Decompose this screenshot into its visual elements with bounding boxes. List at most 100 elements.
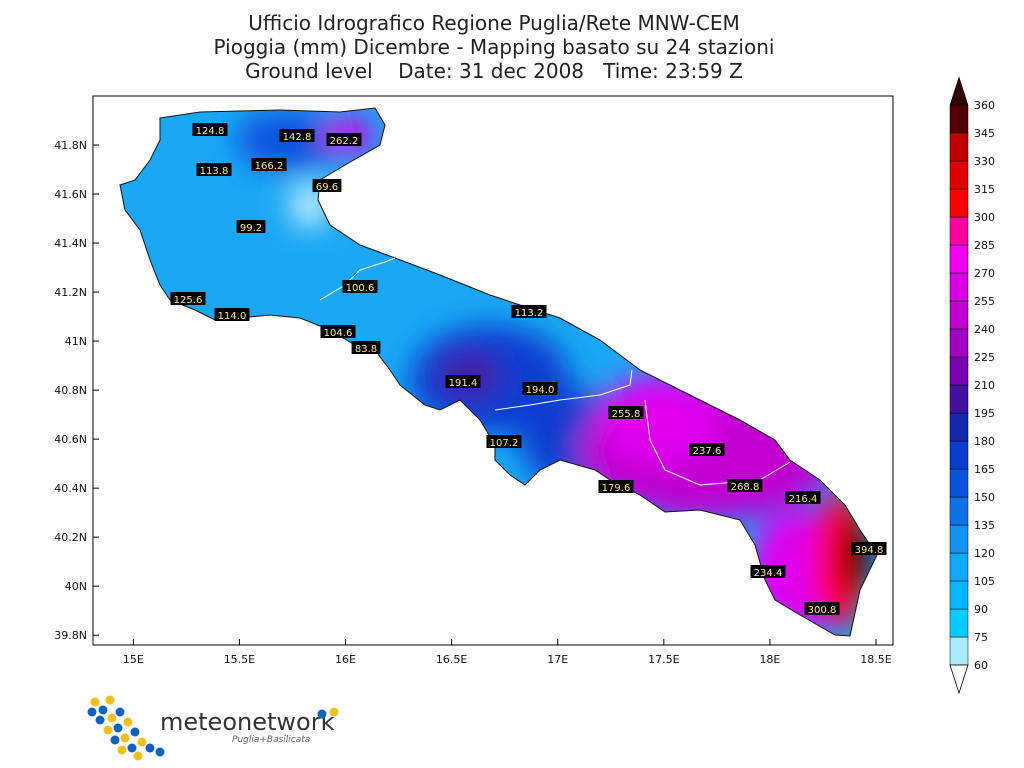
logo-dot: [113, 723, 123, 733]
station-label-bg: [251, 158, 287, 171]
station-label: 69.6: [316, 182, 338, 193]
station-label-bg: [689, 443, 725, 456]
station-label-bg: [750, 565, 786, 578]
logo-dot: [87, 707, 97, 717]
station-label-bg: [196, 163, 232, 176]
y-tick-label: 40.4N: [54, 482, 87, 495]
y-tick-label: 41.8N: [54, 139, 87, 152]
y-tick-label: 39.8N: [54, 629, 87, 642]
logo-dot: [105, 695, 115, 705]
logo-name: meteonetwork: [160, 708, 335, 736]
colorbar-box: [949, 412, 969, 442]
colorbar-label: 180: [974, 435, 995, 448]
station-label: 268.8: [731, 482, 760, 493]
y-tick-label: 40N: [65, 580, 87, 593]
station-label: 113.2: [515, 308, 544, 319]
station-label: 237.6: [693, 446, 722, 457]
logo-region: Puglia+Basilicata: [232, 735, 310, 745]
colorbar-box: [949, 356, 969, 386]
x-tick-label: 17E: [547, 653, 568, 666]
logo-dot: [145, 743, 155, 753]
station-label-bg: [170, 292, 206, 305]
station-label-bg: [326, 133, 362, 146]
station-label-bg: [279, 129, 315, 142]
colorbar-box: [949, 580, 969, 610]
logo-dot: [133, 751, 143, 761]
colorbar-box: [949, 496, 969, 526]
colorbar-label: 165: [974, 463, 995, 476]
station-label: 100.6: [346, 283, 375, 294]
station-label-bg: [804, 602, 840, 615]
stations: 124.8 142.8 262.2 166.2 113.8 69.6 99.2 100.6 12…: [170, 123, 887, 616]
colorbar-label: 240: [974, 323, 995, 336]
station-label-bg: [608, 406, 644, 419]
station-label: 394.8: [855, 545, 884, 556]
station-label: 124.8: [196, 126, 225, 137]
colorbar-label: 75: [974, 631, 988, 644]
logo-dot: [123, 717, 133, 727]
station-label: 114.0: [218, 311, 247, 322]
logo-dot: [127, 743, 137, 753]
colorbar-box: [949, 440, 969, 470]
x-tick-label: 15.5E: [224, 653, 255, 666]
colorbar: 60 75 90 105 120 135 150 165 180 195 210 225 240 255 2…: [949, 76, 995, 695]
province-border: [494, 369, 633, 411]
colorbar-label: 300: [974, 211, 995, 224]
colorbar-box: [949, 636, 969, 666]
colorbar-label: 360: [974, 99, 995, 112]
station-label: 107.2: [490, 438, 519, 449]
station-label: 194.0: [526, 385, 555, 396]
station-label: 191.4: [449, 378, 478, 389]
station-label: 166.2: [255, 161, 284, 172]
colorbar-label: 90: [974, 603, 988, 616]
station-label: 300.8: [808, 605, 837, 616]
logo-dot: [117, 745, 127, 755]
station-label: 113.8: [200, 166, 229, 177]
colorbar-box: [949, 384, 969, 414]
station-label-bg: [522, 382, 558, 395]
station-label-bg: [445, 375, 481, 388]
station-label-bg: [351, 341, 381, 354]
x-tick-label: 16.5E: [436, 653, 467, 666]
station-label: 142.8: [283, 132, 312, 143]
station-label-bg: [342, 280, 378, 293]
logo-dot: [137, 737, 147, 747]
province-border: [644, 399, 791, 486]
colorbar-box: [949, 468, 969, 498]
station-label: 125.6: [174, 295, 203, 306]
y-tick-label: 40.6N: [54, 433, 87, 446]
y-tick-label: 40.8N: [54, 384, 87, 397]
station-label-bg: [312, 179, 342, 192]
logo: meteonetwork Puglia+Basilicata: [87, 695, 339, 761]
logo-dot: [107, 713, 117, 723]
logo-dot: [317, 709, 327, 719]
y-tick-label: 41.4N: [54, 237, 87, 250]
axes: 15E 15.5E 16E 16.5E 17E 17.5E 18E 18.5E 39.8N 40N…: [54, 139, 892, 666]
colorbar-box: [949, 608, 969, 638]
colorbar-box: [949, 524, 969, 554]
colorbar-label: 195: [974, 407, 995, 420]
colorbar-label: 120: [974, 547, 995, 560]
station-label-bg: [851, 542, 887, 555]
colorbar-box: [949, 244, 969, 274]
colorbar-over: [949, 76, 969, 106]
station-label: 104.6: [324, 328, 353, 339]
title-line: Ground level Date: 31 dec 2008 Time: 23:…: [245, 59, 743, 83]
x-tick-label: 18.5E: [860, 653, 891, 666]
x-tick-label: 15E: [123, 653, 144, 666]
station-label-bg: [785, 491, 821, 504]
station-label-bg: [727, 479, 763, 492]
colorbar-label: 255: [974, 295, 995, 308]
colorbar-label: 105: [974, 575, 995, 588]
station-label-bg: [511, 305, 547, 318]
colorbar-label: 270: [974, 267, 995, 280]
logo-dot: [155, 747, 165, 757]
colorbar-under: [949, 664, 969, 695]
station-label-bg: [320, 325, 356, 338]
logo-dot: [98, 705, 108, 715]
x-tick-label: 18E: [759, 653, 780, 666]
logo-dot: [115, 707, 125, 717]
colorbar-box: [949, 328, 969, 358]
station-label: 99.2: [240, 223, 262, 234]
